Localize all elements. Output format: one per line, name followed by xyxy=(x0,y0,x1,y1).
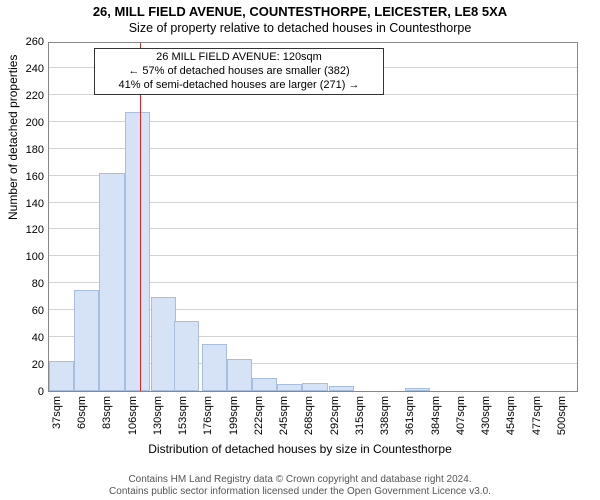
bar xyxy=(277,384,302,391)
bar xyxy=(405,388,430,391)
y-tick-label: 80 xyxy=(4,278,44,290)
y-tick-label: 120 xyxy=(4,224,44,236)
x-tick-label: 60sqm xyxy=(76,396,88,456)
x-tick-label: 199sqm xyxy=(228,396,240,456)
bar xyxy=(74,290,99,391)
bar xyxy=(302,383,327,391)
x-tick-label: 37sqm xyxy=(51,396,63,456)
bar xyxy=(99,173,124,391)
x-tick-label: 245sqm xyxy=(278,396,290,456)
y-tick-label: 200 xyxy=(4,117,44,129)
x-tick-label: 477sqm xyxy=(531,396,543,456)
y-tick-label: 220 xyxy=(4,90,44,102)
title-main: 26, MILL FIELD AVENUE, COUNTESTHORPE, LE… xyxy=(0,0,600,19)
x-tick-label: 384sqm xyxy=(430,396,442,456)
y-tick-label: 60 xyxy=(4,305,44,317)
x-tick-label: 292sqm xyxy=(329,396,341,456)
bar xyxy=(329,386,354,391)
x-tick-label: 83sqm xyxy=(101,396,113,456)
x-tick-label: 268sqm xyxy=(303,396,315,456)
title-sub: Size of property relative to detached ho… xyxy=(0,19,600,35)
x-tick-label: 407sqm xyxy=(455,396,467,456)
x-tick-label: 361sqm xyxy=(404,396,416,456)
footer-line-2: Contains public sector information licen… xyxy=(0,486,600,498)
x-tick-label: 222sqm xyxy=(253,396,265,456)
annotation-box: 26 MILL FIELD AVENUE: 120sqm ← 57% of de… xyxy=(94,48,384,95)
y-tick-label: 260 xyxy=(4,36,44,48)
y-axis-label: Number of detached properties xyxy=(6,55,20,220)
annotation-line-1: 26 MILL FIELD AVENUE: 120sqm xyxy=(101,51,377,65)
x-tick-label: 430sqm xyxy=(480,396,492,456)
x-tick-label: 315sqm xyxy=(354,396,366,456)
x-tick-label: 153sqm xyxy=(177,396,189,456)
x-tick-label: 106sqm xyxy=(127,396,139,456)
y-tick-label: 40 xyxy=(4,332,44,344)
bar xyxy=(151,297,176,391)
y-tick-label: 160 xyxy=(4,171,44,183)
y-tick-label: 180 xyxy=(4,144,44,156)
y-tick-label: 240 xyxy=(4,63,44,75)
annotation-line-2: ← 57% of detached houses are smaller (38… xyxy=(101,65,377,79)
x-tick-label: 500sqm xyxy=(556,396,568,456)
x-tick-label: 130sqm xyxy=(152,396,164,456)
annotation-line-3: 41% of semi-detached houses are larger (… xyxy=(101,79,377,93)
y-tick-label: 20 xyxy=(4,359,44,371)
x-tick-label: 454sqm xyxy=(505,396,517,456)
bar xyxy=(202,344,227,391)
footer-line-1: Contains HM Land Registry data © Crown c… xyxy=(0,474,600,486)
footer: Contains HM Land Registry data © Crown c… xyxy=(0,474,600,498)
bar xyxy=(174,321,199,391)
x-tick-label: 176sqm xyxy=(202,396,214,456)
y-tick-label: 100 xyxy=(4,251,44,263)
x-tick-label: 338sqm xyxy=(379,396,391,456)
y-tick-label: 140 xyxy=(4,198,44,210)
bar xyxy=(252,378,277,391)
bar xyxy=(49,361,74,391)
y-tick-label: 0 xyxy=(4,386,44,398)
bar xyxy=(227,359,252,391)
bar xyxy=(125,112,150,391)
